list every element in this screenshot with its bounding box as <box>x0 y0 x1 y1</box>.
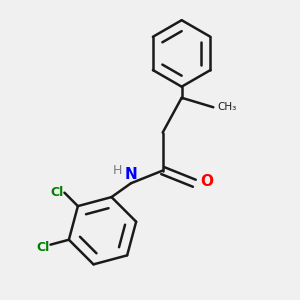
Text: Cl: Cl <box>51 186 64 199</box>
Text: Cl: Cl <box>36 241 49 254</box>
Text: CH₃: CH₃ <box>218 102 237 112</box>
Text: O: O <box>200 174 213 189</box>
Text: H: H <box>113 164 122 177</box>
Text: N: N <box>124 167 137 182</box>
